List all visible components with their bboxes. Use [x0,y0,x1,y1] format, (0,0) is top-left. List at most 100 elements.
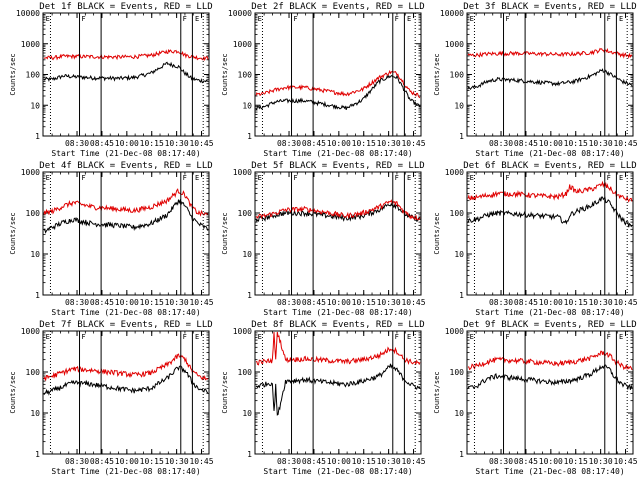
chart-panel: Det 7f BLACK = Events, RED = LLD 1 10 100 10… [9,320,214,476]
marker-letter: E [46,15,50,23]
y-tick-label: 1000 [21,40,40,49]
y-axis-label: Counts/sec [221,212,229,254]
lld-series-line [43,353,209,381]
marker-letter: E [258,174,262,182]
chart-title: Det 1f BLACK = Events, RED = LLD [39,2,212,12]
x-axis-label: Start Time (21-Dec-08 08:17:40) [263,149,412,158]
marker-letter: E [407,15,411,23]
x-tick-label: 08:30 [65,139,89,148]
y-tick-label: 1 [247,132,252,141]
chart-panel: Det 4f BLACK = Events, RED = LLD 1 10 100 10… [9,161,214,317]
x-tick-label: 10:15 [352,298,376,307]
y-tick-label: 1 [247,291,252,300]
marker-letter: F [183,15,187,23]
x-tick-label: 10:00 [115,298,139,307]
y-axis-label: Counts/sec [433,212,441,254]
y-tick-label: 1000 [233,40,252,49]
x-tick-label: 10:30 [589,298,613,307]
events-series-line [43,61,209,84]
chart-title: Det 6f BLACK = Events, RED = LLD [463,161,636,171]
x-tick-label: 10:45 [613,298,637,307]
chart-title: Det 9f BLACK = Events, RED = LLD [463,320,636,330]
x-tick-label: 10:15 [140,298,164,307]
x-axis-label: Start Time (21-Dec-08 08:17:40) [475,149,624,158]
marker-letter: F [81,174,85,182]
marker-letter: F [505,174,509,182]
x-tick-label: 08:45 [302,139,326,148]
y-tick-label: 10 [30,409,40,418]
x-tick-label: 10:15 [140,457,164,466]
marker-letter: F [607,15,611,23]
x-tick-label: 08:45 [90,457,114,466]
x-tick-label: 10:00 [327,457,351,466]
x-tick-label: 10:15 [140,139,164,148]
marker-letter: E [470,15,474,23]
x-tick-label: 10:30 [165,457,189,466]
marker-letter: E [619,174,623,182]
x-tick-label: 08:45 [90,298,114,307]
y-tick-label: 1 [35,291,40,300]
chart-title: Det 5f BLACK = Events, RED = LLD [251,161,424,171]
x-tick-label: 10:45 [189,139,213,148]
chart-panel: Det 2f BLACK = Events, RED = LLD 1 10 100 10… [221,2,426,158]
x-axis-label: Start Time (21-Dec-08 08:17:40) [51,149,200,158]
lld-series-line [255,199,421,221]
x-tick-label: 08:45 [302,298,326,307]
y-tick-label: 100 [450,368,465,377]
x-tick-label: 10:30 [589,457,613,466]
lld-series-line [467,180,633,203]
x-tick-label: 10:15 [564,139,588,148]
marker-letter: E [619,333,623,341]
marker-letter: F [505,333,509,341]
marker-letter: F [395,15,399,23]
x-tick-label: 10:15 [564,457,588,466]
marker-letter: F [183,174,187,182]
chart-panel: Det 1f BLACK = Events, RED = LLD 1 10 100 10… [9,2,214,158]
plot-frame [466,330,634,455]
marker-letter: E [195,174,199,182]
plot-frame [254,330,422,455]
x-tick-label: 08:30 [65,298,89,307]
y-tick-label: 10000 [16,9,40,18]
y-tick-label: 1000 [445,168,464,177]
y-tick-label: 10 [242,409,252,418]
x-tick-label: 08:45 [514,298,538,307]
x-tick-label: 10:30 [377,298,401,307]
plot-frame [254,12,422,137]
marker-letter: E [407,174,411,182]
chart-panel: Det 3f BLACK = Events, RED = LLD 1 10 100 10… [433,2,638,158]
y-axis-label: Counts/sec [221,371,229,413]
chart-title: Det 8f BLACK = Events, RED = LLD [251,320,424,330]
y-tick-label: 1 [35,450,40,459]
marker-letter: E [407,333,411,341]
x-tick-label: 10:30 [165,298,189,307]
marker-letter: E [470,333,474,341]
y-tick-label: 1000 [233,327,252,336]
y-tick-label: 1000 [233,168,252,177]
marker-letter: F [293,333,297,341]
y-axis-label: Counts/sec [9,212,17,254]
x-axis-label: Start Time (21-Dec-08 08:17:40) [51,308,200,317]
y-tick-label: 10000 [440,9,464,18]
x-tick-label: 08:45 [514,139,538,148]
x-axis-label: Start Time (21-Dec-08 08:17:40) [51,467,200,476]
marker-letter: E [46,333,50,341]
chart-title: Det 4f BLACK = Events, RED = LLD [39,161,212,171]
events-series-line [467,68,633,90]
y-tick-label: 100 [238,71,253,80]
x-tick-label: 10:00 [327,298,351,307]
x-tick-label: 10:30 [377,139,401,148]
x-tick-label: 10:15 [352,457,376,466]
plot-frame [466,171,634,296]
x-tick-label: 10:00 [539,298,563,307]
x-tick-label: 08:30 [489,139,513,148]
marker-letter: F [81,333,85,341]
x-tick-label: 08:45 [302,457,326,466]
chart-title: Det 3f BLACK = Events, RED = LLD [463,2,636,12]
y-tick-label: 100 [450,209,465,218]
x-tick-label: 10:45 [189,298,213,307]
y-tick-label: 100 [26,71,41,80]
x-tick-label: 08:45 [514,457,538,466]
y-axis-label: Counts/sec [433,53,441,95]
